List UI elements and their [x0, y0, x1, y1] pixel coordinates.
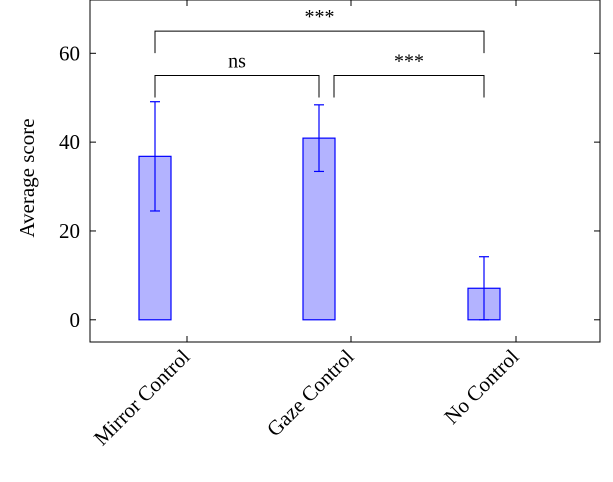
significance-label: *** [394, 51, 424, 73]
significance-label: *** [305, 6, 335, 28]
y-axis-ticks: 0 20 40 60 [59, 41, 600, 332]
significance-bracket: ns [154, 51, 320, 98]
x-tick-label: Mirror Control [89, 344, 195, 450]
error-bar-no-control [479, 256, 489, 321]
plot-frame [89, 0, 601, 343]
x-tick-label: No Control [439, 344, 523, 428]
y-tick-label: 60 [59, 41, 80, 65]
error-bars-group [150, 101, 489, 321]
y-tick-label: 20 [59, 219, 80, 243]
y-axis-label: Average score [15, 118, 39, 237]
error-bar-gaze-control [314, 104, 324, 173]
x-tick-label: Gaze Control [262, 344, 359, 441]
significance-label: ns [228, 51, 246, 73]
plot-area [89, 0, 601, 343]
significance-bracket: *** [154, 6, 485, 54]
error-bar-mirror-control [150, 101, 160, 212]
significance-annotations: ns *** *** [154, 6, 485, 98]
y-tick-label: 0 [70, 308, 81, 332]
significance-bracket: *** [333, 51, 485, 98]
y-tick-label: 40 [59, 130, 80, 154]
